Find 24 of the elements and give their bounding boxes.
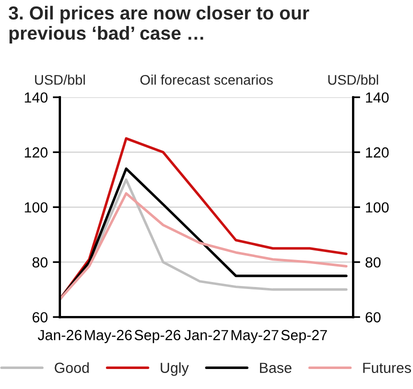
x-tick-label: Jan-26 bbox=[38, 330, 82, 340]
x-tick-label: May-26 bbox=[84, 330, 132, 344]
legend-label: Base bbox=[260, 362, 292, 373]
y2-tick-label: 100 bbox=[366, 202, 389, 213]
legend-label: Good bbox=[54, 362, 89, 373]
y2-tick-label: 60 bbox=[366, 312, 381, 322]
y-tick-label: 140 bbox=[24, 92, 48, 103]
legend-label: Futures bbox=[363, 362, 411, 373]
legend-label: Ugly bbox=[160, 362, 189, 376]
x-tick-label: Jan-27 bbox=[184, 330, 228, 340]
x-tick-label: Sep-27 bbox=[281, 330, 327, 344]
x-tick-label: Sep-26 bbox=[134, 330, 180, 344]
y2-tick-label: 80 bbox=[366, 257, 381, 268]
y-tick-label: 60 bbox=[32, 312, 48, 322]
y-tick-label: 100 bbox=[24, 202, 48, 213]
chart-subtitle: Oil forecast scenarios bbox=[140, 74, 273, 85]
y2-tick-label: 140 bbox=[366, 92, 389, 103]
x-tick-label: May-27 bbox=[232, 330, 278, 344]
chart-title: 3. Oil prices are now closer to our previous ‘bad’ case … bbox=[8, 6, 310, 44]
y2-tick-label: 120 bbox=[366, 147, 389, 158]
y-tick-label: 120 bbox=[24, 147, 48, 158]
y-axis-title: USD/bbl bbox=[35, 74, 85, 85]
y2-axis-title: USD/bbl bbox=[328, 74, 378, 85]
y-tick-label: 80 bbox=[32, 257, 48, 268]
